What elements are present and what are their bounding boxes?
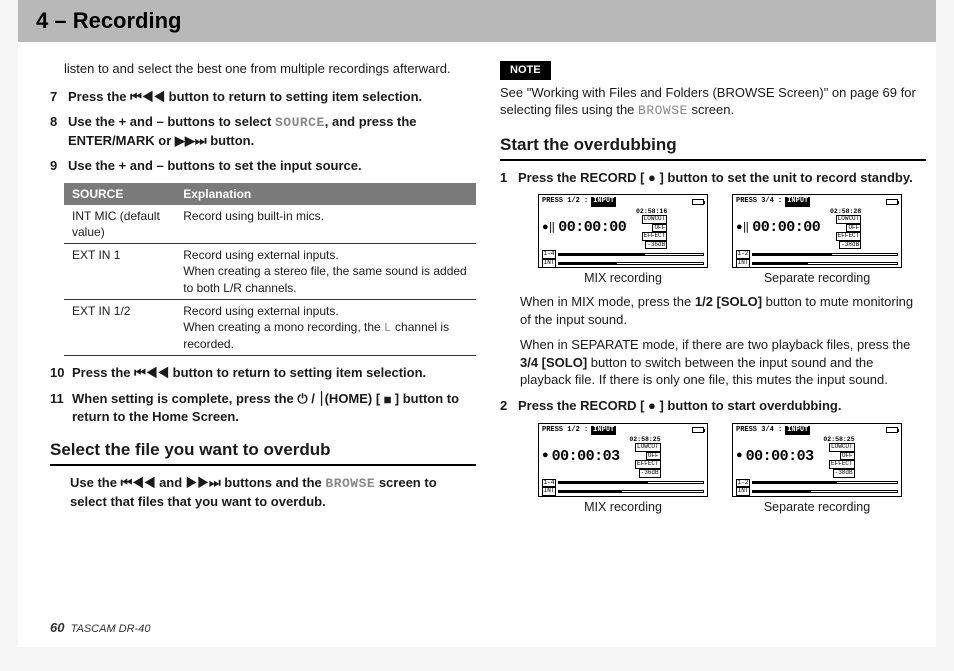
source-mono: SOURCE [275,115,325,130]
table-cell: INT MIC (default value) [64,205,175,244]
subhead-start-overdub: Start the overdubbing [500,134,926,161]
step-body: When setting is complete, press the ⏻ / … [72,390,476,425]
para1-bold: 1/2 [SOLO] [695,294,762,309]
para2-pre: When in SEPARATE mode, if there are two … [520,337,910,352]
continuing-paragraph: listen to and select the best one from m… [64,60,476,78]
step-body: Use the + and – buttons to select SOURCE… [68,113,476,149]
lcd-screen: PRESS 3/4 :INPUT●00:00:0302:58:25LOWCUTO… [732,423,902,497]
browse-mono: BROWSE [638,103,688,118]
table-cell: Record using external inputs.When creati… [175,299,476,356]
page-number: 60 [50,620,64,635]
step-8-a: Use the + and – buttons to select [68,114,275,129]
lcd-row-1: PRESS 1/2 :INPUT●‖00:00:0002:58:16LOWCUT… [514,194,926,268]
table-cell: Record using external inputs.When creati… [175,244,476,300]
table-cell: Record using built-in mics. [175,205,476,244]
step-body: Press the ⏮◀◀ button to return to settin… [68,88,476,106]
step-10: 10 Press the ⏮◀◀ button to return to set… [50,364,476,382]
left-column: listen to and select the best one from m… [50,60,480,521]
step-8: 8 Use the + and – buttons to select SOUR… [50,113,476,149]
caption-sep: Separate recording [732,499,902,516]
table-row: INT MIC (default value)Record using buil… [64,205,476,244]
table-cell: EXT IN 1/2 [64,299,175,356]
lcd-screen: PRESS 3/4 :INPUT●‖00:00:0002:58:28LOWCUT… [732,194,902,268]
step-11: 11 When setting is complete, press the ⏻… [50,390,476,425]
select-body-a: Use the ⏮◀◀ and ▶▶⏭ buttons and the [70,475,325,490]
step-number: 7 [50,88,68,106]
subhead-select-file: Select the file you want to overdub [50,439,476,466]
lcd-captions-2: MIX recording Separate recording [514,499,926,516]
para2-bold: 3/4 [SOLO] [520,355,587,370]
step-body: Press the RECORD [ ● ] button to start o… [518,397,926,415]
step-body: Use the + and – buttons to set the input… [68,157,476,175]
caption-mix: MIX recording [538,499,708,516]
step-number: 9 [50,157,68,175]
para-mix-mode: When in MIX mode, press the 1/2 [SOLO] b… [520,293,926,328]
step-number: 8 [50,113,68,149]
chapter-title: 4 – Recording [36,8,181,34]
table-header: Explanation [175,183,476,205]
step-r1: 1 Press the RECORD [ ● ] button to set t… [500,169,926,187]
source-table: SOURCE Explanation INT MIC (default valu… [64,183,476,357]
note-body: See "Working with Files and Folders (BRO… [500,84,926,120]
para1-a: When in MIX mode, press the [520,294,695,309]
table-cell: EXT IN 1 [64,244,175,300]
chapter-header-bar: 4 – Recording [18,0,936,42]
table-header: SOURCE [64,183,175,205]
step-number: 10 [50,364,72,382]
right-column: NOTE See "Working with Files and Folders… [492,60,926,521]
table-row: EXT IN 1Record using external inputs.Whe… [64,244,476,300]
step-number: 11 [50,390,72,425]
browse-mono: BROWSE [325,476,375,491]
select-file-body: Use the ⏮◀◀ and ▶▶⏭ buttons and the BROW… [70,474,476,510]
manual-page: 4 – Recording listen to and select the b… [18,0,936,647]
note-badge: NOTE [500,61,551,80]
note-b: screen. [688,102,734,117]
step-body: Press the ⏮◀◀ button to return to settin… [72,364,476,382]
product-name: TASCAM DR-40 [71,623,151,635]
step-9: 9 Use the + and – buttons to set the inp… [50,157,476,175]
lcd-screen: PRESS 1/2 :INPUT●‖00:00:0002:58:16LOWCUT… [538,194,708,268]
lcd-row-2: PRESS 1/2 :INPUT●00:00:0302:58:25LOWCUTO… [514,423,926,497]
table-header-row: SOURCE Explanation [64,183,476,205]
page-footer: 60 TASCAM DR-40 [50,620,150,635]
lcd-captions-1: MIX recording Separate recording [514,270,926,287]
step-number: 1 [500,169,518,187]
caption-sep: Separate recording [732,270,902,287]
table-row: EXT IN 1/2Record using external inputs.W… [64,299,476,356]
caption-mix: MIX recording [538,270,708,287]
para-separate-mode: When in SEPARATE mode, if there are two … [520,336,926,389]
step-number: 2 [500,397,518,415]
content-columns: listen to and select the best one from m… [18,42,936,521]
step-body: Press the RECORD [ ● ] button to set the… [518,169,926,187]
lcd-screen: PRESS 1/2 :INPUT●00:00:0302:58:25LOWCUTO… [538,423,708,497]
step-7: 7 Press the ⏮◀◀ button to return to sett… [50,88,476,106]
step-r2: 2 Press the RECORD [ ● ] button to start… [500,397,926,415]
